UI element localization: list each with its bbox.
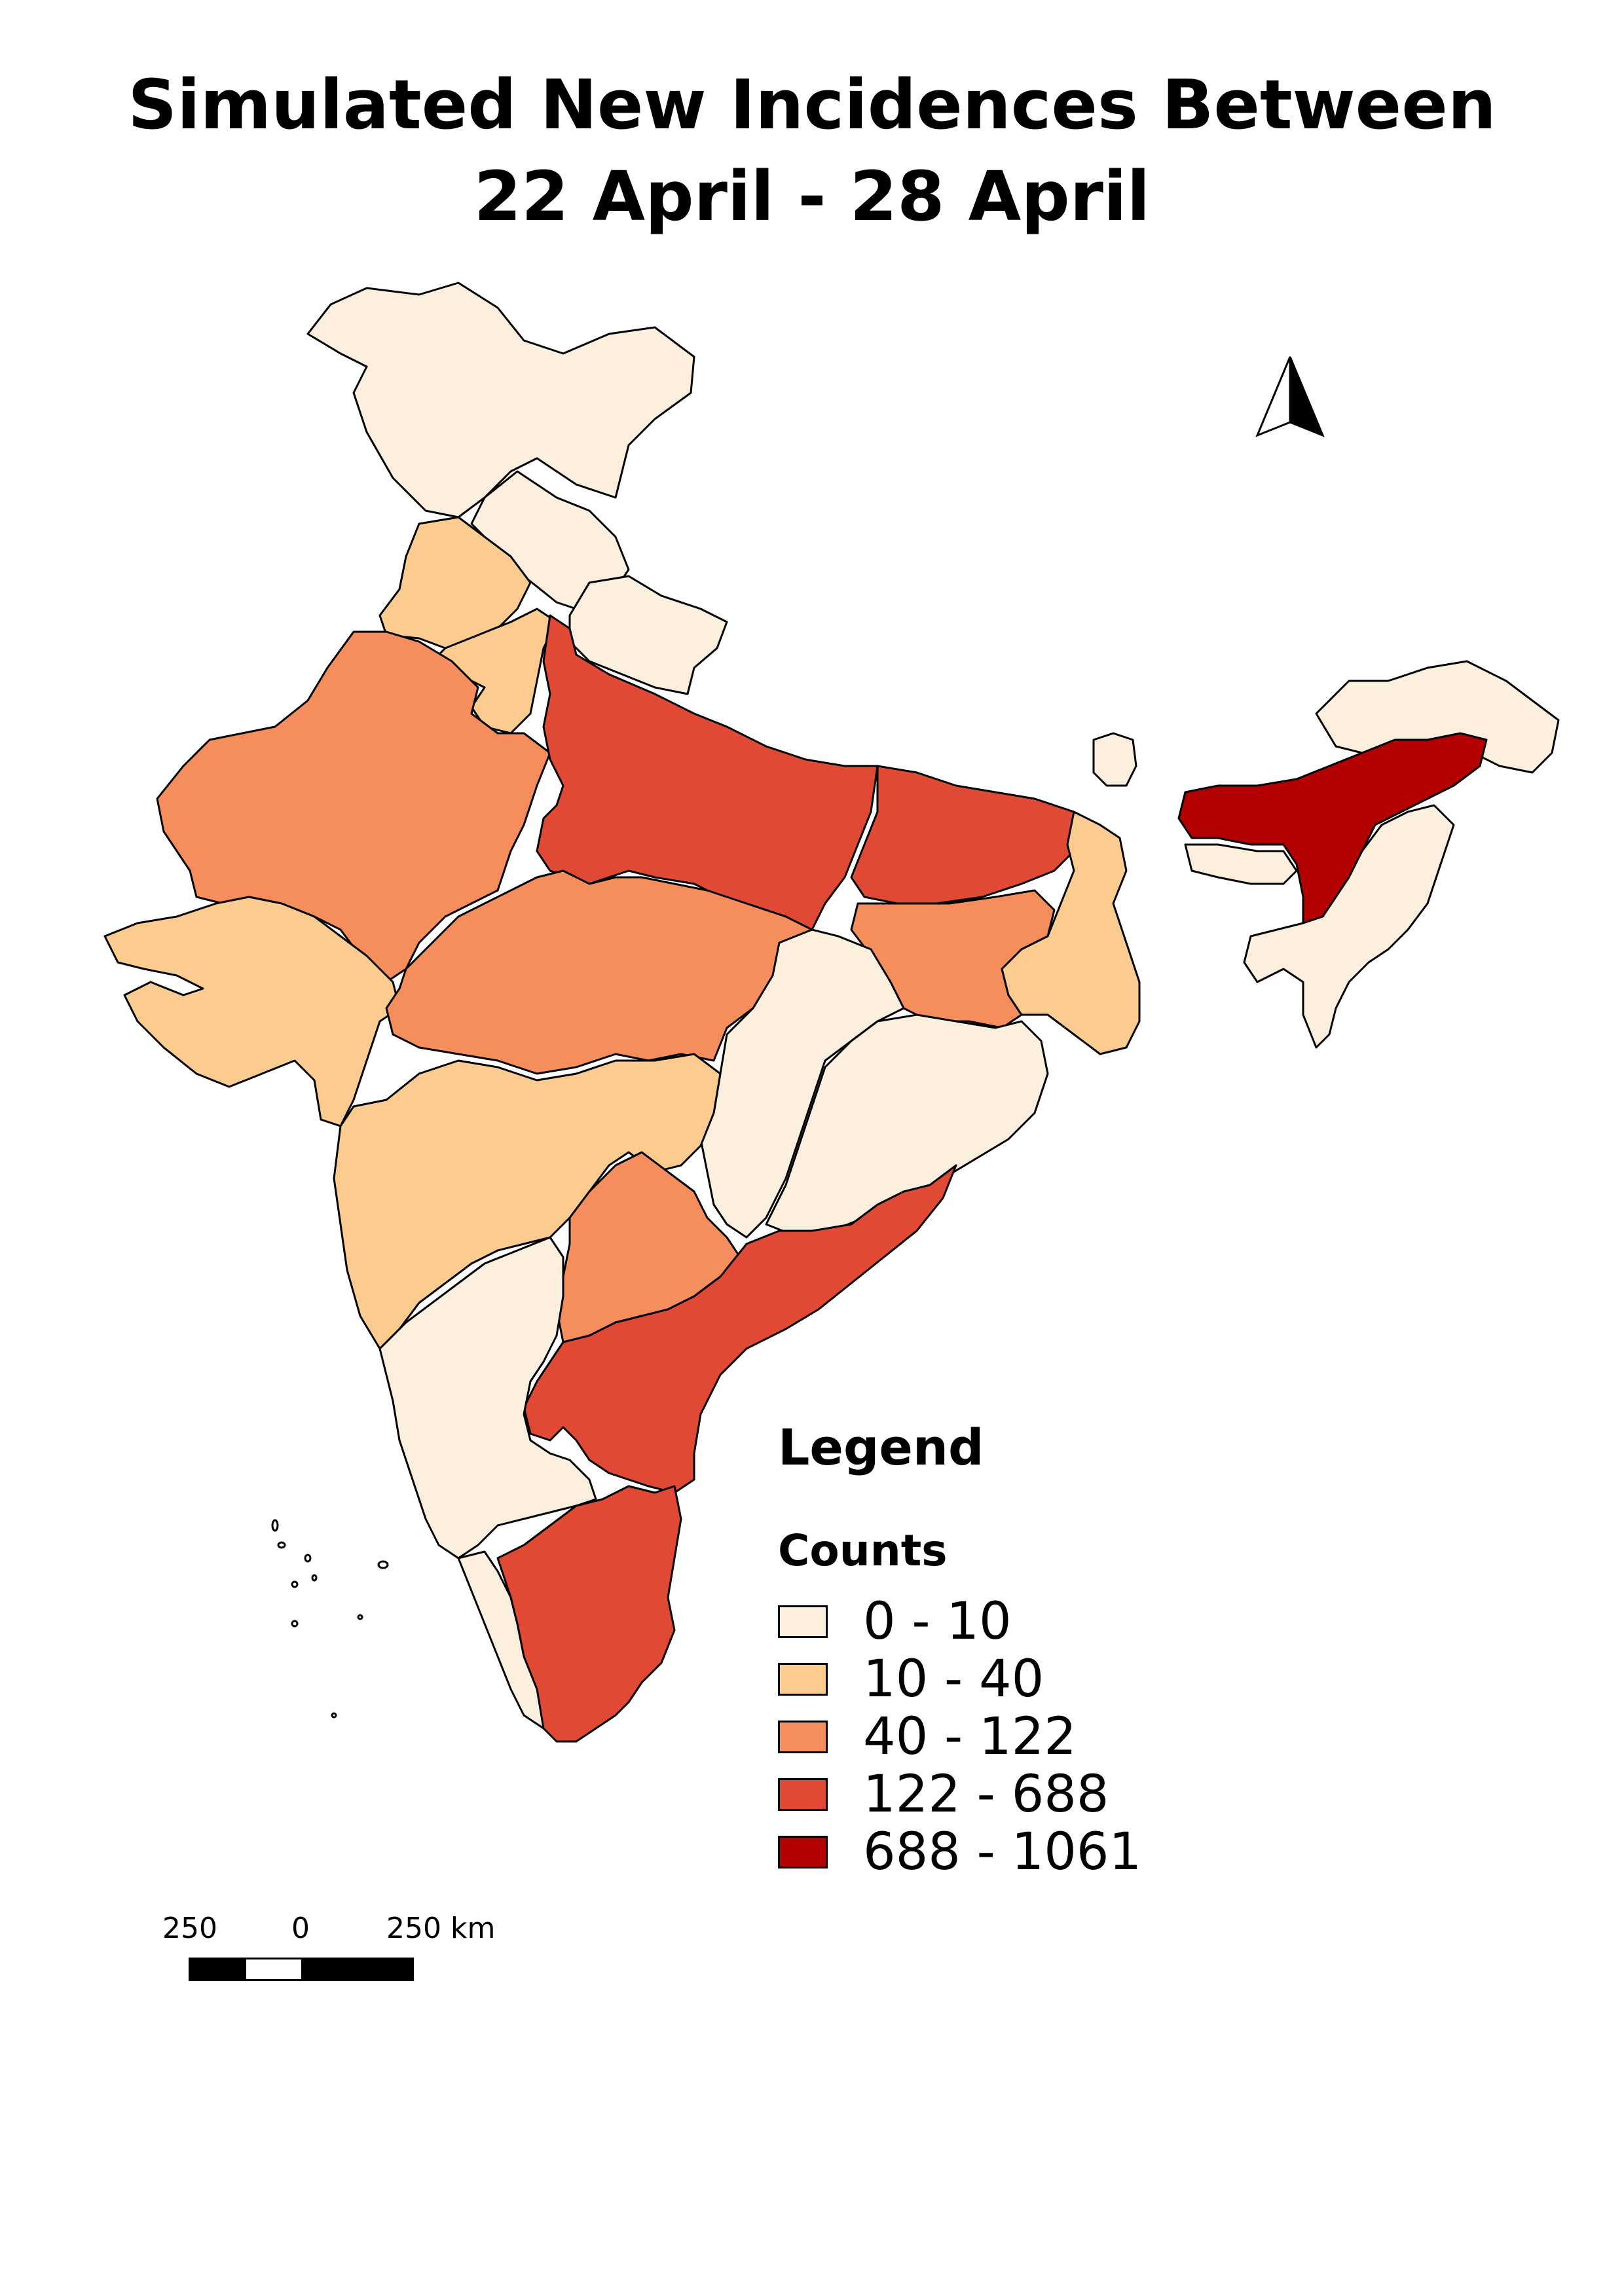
legend-label: 40 - 122 [863,1707,1077,1766]
region-karnataka [378,1236,597,1559]
region-assam [1177,732,1488,924]
region-ladakh-jk [306,282,695,519]
scale-bar [189,1958,414,1981]
legend-swatch [778,1836,828,1868]
scale-label-right: 250 km [386,1912,496,1945]
scale-bar-segment [191,1959,246,1979]
region-bihar [850,765,1088,905]
region-gujarat [103,896,401,1127]
region-west-bengal [1001,811,1141,1055]
region-meghalaya [1184,843,1298,885]
scale-bar-segment [301,1959,412,1979]
scale-label-left: 250 [162,1912,217,1945]
legend-title: Legend [778,1418,984,1476]
legend-swatch [778,1721,828,1753]
legend-item: 122 - 688 [778,1766,1109,1823]
scale-label-center: 0 [291,1912,310,1945]
region-tamil-nadu [496,1485,682,1743]
legend-item: 40 - 122 [778,1709,1077,1765]
region-chhattisgarh [699,928,905,1239]
legend-label: 0 - 10 [863,1592,1012,1651]
legend-swatch [778,1663,828,1696]
legend-swatch [778,1605,828,1638]
map-title-line-1: Simulated New Incidences Between [128,65,1496,145]
legend-item: 10 - 40 [778,1651,1044,1707]
region-andhra-pradesh [523,1164,957,1494]
legend-swatch [778,1778,828,1811]
region-northeast-states [1243,804,1455,1049]
legend-item: 688 - 1061 [778,1824,1141,1880]
scale-bar-segment [246,1959,301,1979]
legend-label: 10 - 40 [863,1650,1044,1709]
legend-label: 122 - 688 [863,1765,1109,1824]
north-arrow-icon [1255,356,1325,437]
legend-subtitle: Counts [778,1525,948,1576]
region-sikkim [1092,732,1137,787]
legend-label: 688 - 1061 [863,1823,1142,1882]
legend-item: 0 - 10 [778,1594,1012,1650]
map-title-line-2: 22 April - 28 April [473,156,1151,236]
